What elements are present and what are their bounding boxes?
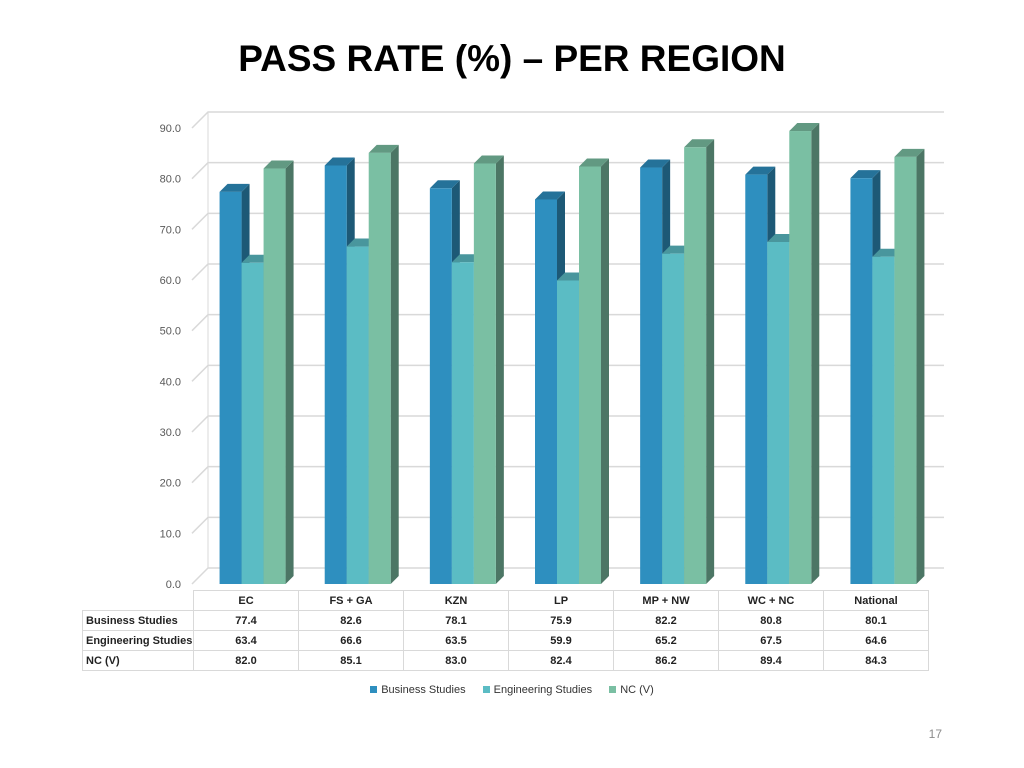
- gridline: [191, 161, 944, 180]
- category-label: LP: [508, 590, 614, 611]
- data-label: 82.2: [613, 610, 719, 631]
- data-label: 84.3: [823, 650, 929, 671]
- data-label: 64.6: [823, 630, 929, 651]
- bar-chart: 0.0 10.0 20.0 30.0 40.0 50.0 60.0 70.0 80.0 90.0: [160, 111, 944, 591]
- data-label: 77.4: [193, 610, 299, 631]
- series-label: Business Studies: [82, 610, 194, 631]
- y-tick-label: 80.0: [160, 174, 181, 186]
- legend-swatch: [609, 686, 617, 693]
- data-label: 86.2: [613, 650, 719, 671]
- data-label: 67.5: [718, 630, 824, 651]
- data-label: 82.4: [508, 650, 614, 671]
- y-tick-label: 60.0: [160, 275, 181, 287]
- y-tick-label: 0.0: [166, 579, 181, 591]
- chart-legend: Business Studies Engineering Studies NC …: [0, 684, 1024, 696]
- data-label: 89.4: [718, 650, 824, 671]
- data-label: 82.0: [193, 650, 299, 671]
- legend-label: NC (V): [620, 684, 654, 696]
- data-label: 83.0: [403, 650, 509, 671]
- data-label: 80.8: [718, 610, 824, 631]
- bar: [684, 139, 715, 584]
- category-label: EC: [193, 590, 299, 611]
- data-label: 59.9: [508, 630, 614, 651]
- y-tick-label: 90.0: [160, 123, 181, 135]
- legend-item-nc-v: NC (V): [609, 684, 654, 696]
- category-label: National: [823, 590, 929, 611]
- data-label: 66.6: [298, 630, 404, 651]
- bar: [894, 148, 925, 584]
- y-tick-label: 40.0: [160, 376, 181, 388]
- data-label: 75.9: [508, 610, 614, 631]
- data-label: 85.1: [298, 650, 404, 671]
- data-label: 78.1: [403, 610, 509, 631]
- data-label: 65.2: [613, 630, 719, 651]
- bar: [263, 160, 294, 585]
- legend-label: Business Studies: [381, 684, 466, 696]
- category-label: FS + GA: [298, 590, 404, 611]
- category-label: MP + NW: [613, 590, 719, 611]
- legend-swatch: [370, 686, 378, 693]
- bar: [579, 158, 609, 585]
- legend-item-business-studies: Business Studies: [370, 684, 466, 696]
- legend-label: Engineering Studies: [493, 684, 593, 696]
- data-label: 63.4: [193, 630, 299, 651]
- data-label: 82.6: [298, 610, 404, 631]
- y-tick-label: 70.0: [160, 224, 181, 236]
- slide-title: PASS RATE (%) – PER REGION: [238, 38, 786, 79]
- category-label: WC + NC: [718, 590, 824, 611]
- y-axis-ticks: 0.0 10.0 20.0 30.0 40.0 50.0 60.0 70.0 80.0 90.0: [160, 123, 181, 591]
- y-tick-label: 30.0: [160, 427, 181, 439]
- grid-lines: [191, 111, 944, 585]
- data-label: 63.5: [403, 630, 509, 651]
- legend-item-engineering-studies: Engineering Studies: [482, 684, 593, 696]
- table-row-nc-v: NC (V) 82.0 85.1 83.0 82.4 86.2 89.4 84.…: [82, 650, 929, 671]
- series-label: Engineering Studies: [82, 630, 194, 651]
- legend-swatch: [482, 686, 490, 693]
- data-label: 80.1: [823, 610, 929, 631]
- table-row-business-studies: Business Studies 77.4 82.6 78.1 75.9 82.…: [82, 610, 929, 631]
- page-number: 17: [928, 727, 942, 741]
- bar: [789, 123, 820, 585]
- y-tick-label: 50.0: [160, 326, 181, 338]
- data-table: EC FS + GA KZN LP MP + NW WC + NC Nation…: [82, 590, 929, 671]
- y-tick-label: 20.0: [160, 478, 181, 490]
- gridline: [191, 111, 944, 129]
- table-row-engineering-studies: Engineering Studies 63.4 66.6 63.5 59.9 …: [82, 630, 929, 651]
- category-label: KZN: [403, 590, 509, 611]
- gridline: [191, 212, 944, 230]
- y-tick-label: 10.0: [160, 528, 181, 540]
- table-corner: [83, 591, 194, 611]
- bars: [219, 123, 925, 585]
- bar: [473, 155, 504, 584]
- bar: [368, 144, 399, 584]
- series-label: NC (V): [82, 650, 194, 671]
- table-header-row: EC FS + GA KZN LP MP + NW WC + NC Nation…: [83, 590, 929, 611]
